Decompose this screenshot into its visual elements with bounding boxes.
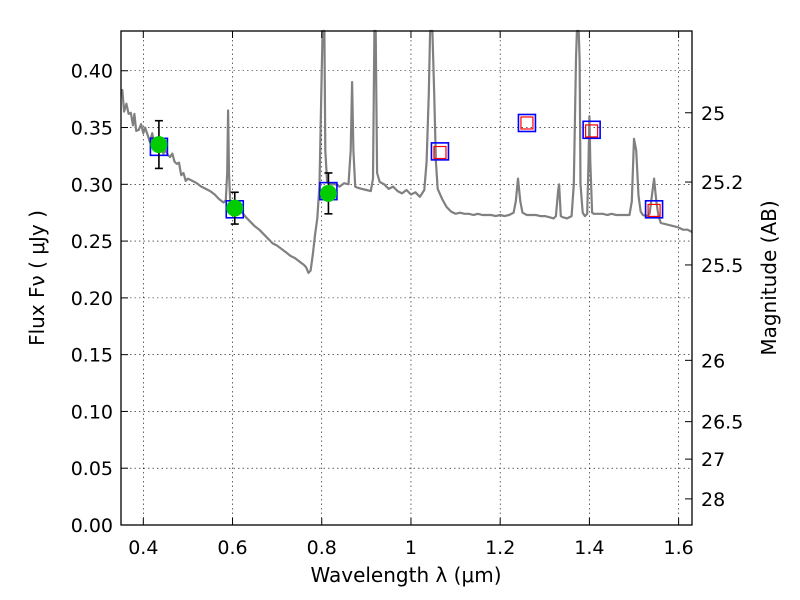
axis-ticks: 0.4 0.6 0.8 1 1.2 1.4 1.6 0.00 0.05 0.10 0.15 0.20 0…: [71, 31, 743, 559]
y-tick-label: 0.20: [71, 288, 113, 310]
blue-square-marker: [430, 142, 450, 161]
blue-square-marker: [644, 199, 664, 219]
template-curve: [120, 29, 693, 274]
x-tick-label: 1.6: [664, 537, 694, 559]
y-tick-label: 0.05: [71, 458, 113, 480]
y2-tick-label: 25.5: [701, 255, 743, 277]
x-tick-label: 0.4: [128, 537, 158, 559]
y2-tick-label: 27: [701, 449, 725, 471]
plot-frame: [120, 30, 693, 526]
y-tick-label: 0.30: [71, 174, 113, 196]
y-tick-label: 0.40: [71, 61, 113, 83]
blue-square-marker: [582, 120, 601, 140]
y-tick-label: 0.00: [71, 515, 113, 537]
y2-axis-label: Magnitude (AB): [757, 200, 781, 355]
y2-tick-label: 26: [701, 350, 725, 372]
y2-tick-label: 25: [701, 103, 725, 125]
observed-point: [150, 136, 168, 154]
red-square-marker: [433, 145, 447, 160]
red-square-marker: [647, 203, 661, 218]
x-tick-label: 1.4: [574, 537, 604, 559]
red-square-marker: [585, 124, 599, 138]
y-tick-label: 0.10: [71, 401, 113, 423]
y-tick-label: 0.25: [71, 231, 113, 253]
x-tick-label: 0.6: [217, 537, 247, 559]
y2-tick-label: 28: [701, 489, 725, 511]
y-tick-label: 0.15: [71, 345, 113, 367]
y-tick-label: 0.35: [71, 118, 113, 140]
observed-point: [226, 199, 244, 217]
y2-tick-label: 25.2: [701, 172, 743, 194]
y-axis-label: Flux Fν ( μJy ): [25, 210, 49, 346]
data-points: [149, 113, 664, 225]
x-tick-label: 1.2: [485, 537, 515, 559]
y2-tick-label: 26.5: [701, 412, 743, 434]
sed-line: [120, 29, 693, 274]
observed-point: [319, 184, 337, 202]
red-square-marker: [520, 116, 534, 130]
blue-square-marker: [517, 113, 537, 133]
grid-lines: [121, 31, 692, 526]
x-tick-label: 1: [405, 537, 417, 559]
x-tick-label: 0.8: [307, 537, 337, 559]
x-axis-label: Wavelength λ (μm): [310, 563, 501, 587]
